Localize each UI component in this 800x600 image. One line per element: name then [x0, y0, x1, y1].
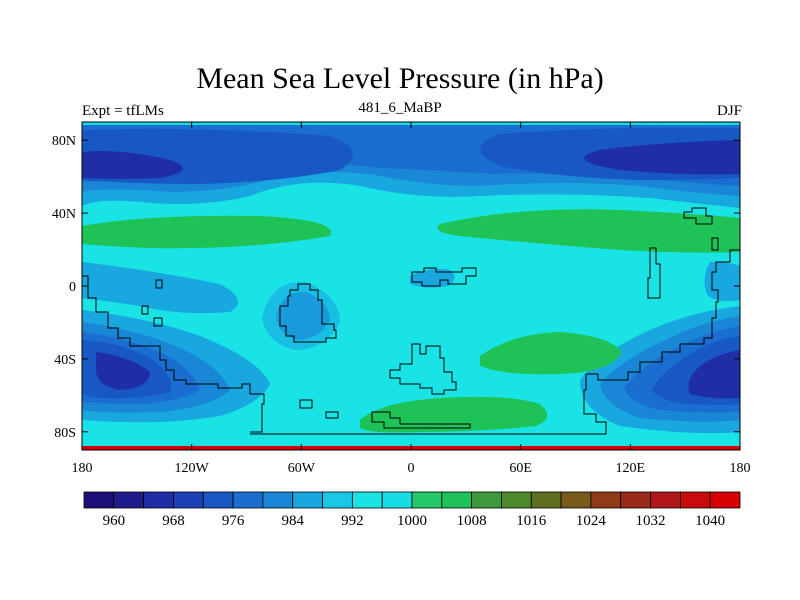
colorbar-swatch — [351, 491, 383, 509]
colorbar-label: 976 — [222, 513, 245, 529]
y-tick-label: 40N — [52, 207, 76, 222]
experiment-label: Expt = tfLMs — [82, 103, 164, 119]
y-tick-label: 80N — [52, 134, 76, 149]
coast-island-3 — [141, 305, 149, 315]
colorbar-label: 1016 — [516, 513, 547, 529]
colorbar-swatch — [173, 491, 204, 509]
coast-island-7 — [371, 411, 471, 429]
x-tick-label: 120E — [616, 461, 646, 476]
colorbar-swatch — [620, 491, 651, 509]
colorbar-swatch — [501, 491, 532, 509]
colorbar-swatch — [709, 491, 741, 509]
colorbar-swatch — [202, 491, 234, 509]
y-tick-label: 0 — [69, 280, 76, 295]
colorbar-label: 1024 — [576, 513, 607, 529]
field-north-high-east — [437, 209, 740, 253]
coast-greenland — [683, 207, 713, 225]
colorbar-swatch — [471, 491, 502, 509]
x-tick-label: 120W — [175, 461, 210, 476]
x-tick-label: 60W — [288, 461, 316, 476]
coast-island-5 — [299, 399, 313, 409]
colorbar-swatch — [411, 491, 443, 509]
field-north-low-east-core — [584, 140, 740, 175]
y-tick-label: 80S — [54, 426, 76, 441]
colorbar-swatch — [381, 491, 413, 509]
y-tick-label: 40S — [54, 353, 76, 368]
colorbar-label: 1008 — [457, 513, 487, 529]
colorbar-swatch — [292, 491, 323, 509]
colorbar-label: 1040 — [695, 513, 725, 529]
colorbar: 960 968 976 984 992 1000 1008 1016 1024 1032 1040 — [83, 491, 741, 529]
colorbar-label: 960 — [103, 513, 126, 529]
colorbar-swatch — [83, 491, 115, 509]
colorbar-swatch — [650, 491, 681, 509]
colorbar-swatch — [113, 491, 145, 509]
colorbar-label: 1000 — [397, 513, 427, 529]
coast-southern-africa — [389, 343, 457, 395]
coast-island-8 — [155, 279, 163, 289]
field-north-low-west-core — [82, 151, 183, 179]
colorbar-swatch — [143, 491, 174, 509]
field-equatorial-low-sa-outer — [262, 281, 340, 350]
colorbar-label: 992 — [341, 513, 364, 529]
chart-title: Mean Sea Level Pressure (in hPa) — [196, 62, 604, 95]
field-equatorial-low-east — [704, 262, 740, 302]
colorbar-swatch — [232, 491, 264, 509]
period-label: 481_6_MaBP — [358, 100, 442, 116]
field-north-high-west — [82, 215, 332, 249]
coastlines — [82, 207, 740, 435]
coast-island-4 — [153, 317, 163, 327]
map-axes: 180 120W 60W 0 60E 120E 180 80N 40N 0 40S 80S — [52, 122, 751, 476]
x-tick-label: 180 — [730, 461, 751, 476]
map-field — [82, 122, 740, 450]
colorbar-label: 968 — [162, 513, 185, 529]
season-label: DJF — [716, 103, 742, 119]
colorbar-swatch — [262, 491, 294, 509]
colorbar-swatch — [679, 491, 711, 509]
colorbar-swatch — [560, 491, 592, 509]
coast-africa — [411, 267, 477, 287]
coast-antarctica-east — [250, 249, 740, 435]
field-south-low-east-core — [688, 350, 740, 399]
colorbar-swatch — [530, 491, 562, 509]
x-tick-label: 0 — [408, 461, 415, 476]
field-south-high-atlantic — [480, 332, 622, 375]
coast-antarctica — [82, 275, 265, 433]
field-equatorial-low-af — [410, 268, 455, 288]
colorbar-swatch — [441, 491, 473, 509]
coast-island-1 — [711, 237, 719, 251]
coast-island-2 — [647, 247, 661, 299]
field-south-low-west-core — [96, 352, 150, 390]
x-tick-label: 180 — [72, 461, 93, 476]
colorbar-swatch — [322, 491, 353, 509]
colorbar-label: 984 — [281, 513, 304, 529]
colorbar-swatch — [590, 491, 622, 509]
coast-south-america — [279, 283, 337, 343]
colorbar-label: 1032 — [636, 513, 666, 529]
coast-island-6 — [325, 411, 339, 419]
x-tick-label: 60E — [509, 461, 532, 476]
